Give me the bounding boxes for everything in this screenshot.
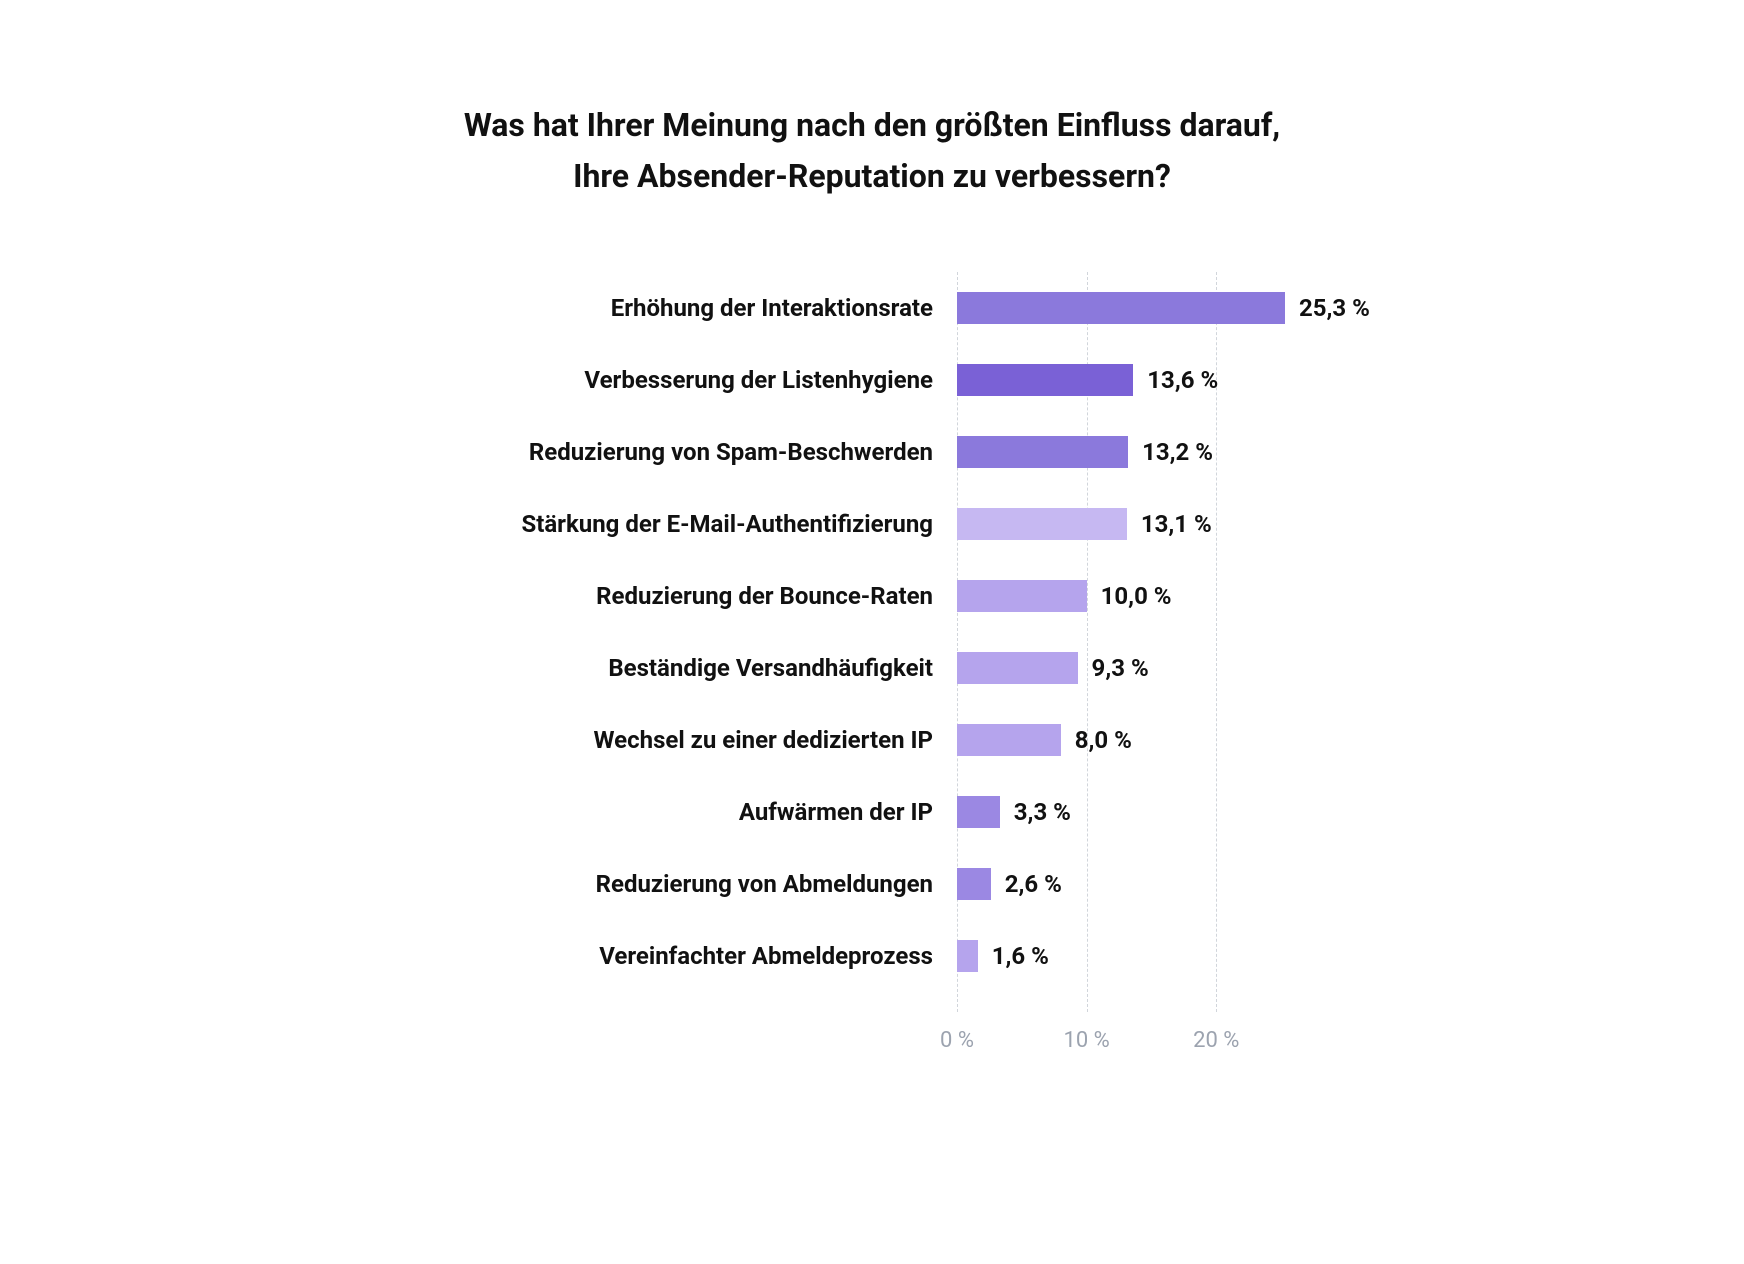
category-label: Aufwärmen der IP bbox=[437, 798, 933, 826]
value-label: 10,0 % bbox=[1101, 582, 1172, 610]
value-label: 2,6 % bbox=[1005, 870, 1062, 898]
bar-row: Wechsel zu einer dedizierten IP 8,0 % bbox=[437, 704, 1307, 776]
value-label: 25,3 % bbox=[1299, 294, 1370, 322]
chart-container: Was hat Ihrer Meinung nach den größten E… bbox=[0, 0, 1744, 1264]
category-label: Erhöhung der Interaktionsrate bbox=[437, 294, 933, 322]
bar-row: Reduzierung von Spam-Beschwerden 13,2 % bbox=[437, 416, 1307, 488]
category-label: Reduzierung der Bounce-Raten bbox=[437, 582, 933, 610]
chart-title-line2: Ihre Absender-Reputation zu verbessern? bbox=[0, 151, 1744, 202]
bar bbox=[957, 580, 1087, 612]
bar bbox=[957, 796, 1000, 828]
value-label: 1,6 % bbox=[992, 942, 1049, 970]
category-label: Stärkung der E-Mail-Authentifizierung bbox=[437, 510, 933, 538]
value-label: 3,3 % bbox=[1014, 798, 1071, 826]
bar bbox=[957, 292, 1285, 324]
value-label: 13,2 % bbox=[1142, 438, 1213, 466]
bar-row: Aufwärmen der IP 3,3 % bbox=[437, 776, 1307, 848]
bar bbox=[957, 436, 1128, 468]
bar bbox=[957, 868, 991, 900]
value-label: 9,3 % bbox=[1092, 654, 1149, 682]
value-label: 13,1 % bbox=[1141, 510, 1212, 538]
bar-row: Reduzierung von Abmeldungen 2,6 % bbox=[437, 848, 1307, 920]
category-label: Beständige Versandhäufigkeit bbox=[437, 654, 933, 682]
category-label: Wechsel zu einer dedizierten IP bbox=[437, 726, 933, 754]
x-tick-label: 20 % bbox=[1193, 1028, 1239, 1053]
bar-row: Reduzierung der Bounce-Raten 10,0 % bbox=[437, 560, 1307, 632]
bar bbox=[957, 940, 978, 972]
bar-row: Verbesserung der Listenhygiene 13,6 % bbox=[437, 344, 1307, 416]
x-tick-label: 10 % bbox=[1063, 1028, 1109, 1053]
chart-title: Was hat Ihrer Meinung nach den größten E… bbox=[0, 100, 1744, 202]
category-label: Reduzierung von Spam-Beschwerden bbox=[437, 438, 933, 466]
bar-row: Vereinfachter Abmeldeprozess 1,6 % bbox=[437, 920, 1307, 992]
chart-title-line1: Was hat Ihrer Meinung nach den größten E… bbox=[0, 100, 1744, 151]
chart-plot-area: Erhöhung der Interaktionsrate25,3 %Verbe… bbox=[437, 272, 1307, 1012]
value-label: 13,6 % bbox=[1147, 366, 1218, 394]
bar-row: Erhöhung der Interaktionsrate25,3 % bbox=[437, 272, 1307, 344]
x-tick-label: 0 % bbox=[940, 1028, 974, 1053]
category-label: Vereinfachter Abmeldeprozess bbox=[437, 942, 933, 970]
category-label: Verbesserung der Listenhygiene bbox=[437, 366, 933, 394]
value-label: 8,0 % bbox=[1075, 726, 1132, 754]
bar bbox=[957, 724, 1061, 756]
bar-row: Beständige Versandhäufigkeit 9,3 % bbox=[437, 632, 1307, 704]
category-label: Reduzierung von Abmeldungen bbox=[437, 870, 933, 898]
bar bbox=[957, 364, 1133, 396]
bar bbox=[957, 652, 1078, 684]
bar-row: Stärkung der E-Mail-Authentifizierung 13,… bbox=[437, 488, 1307, 560]
bar bbox=[957, 508, 1127, 540]
